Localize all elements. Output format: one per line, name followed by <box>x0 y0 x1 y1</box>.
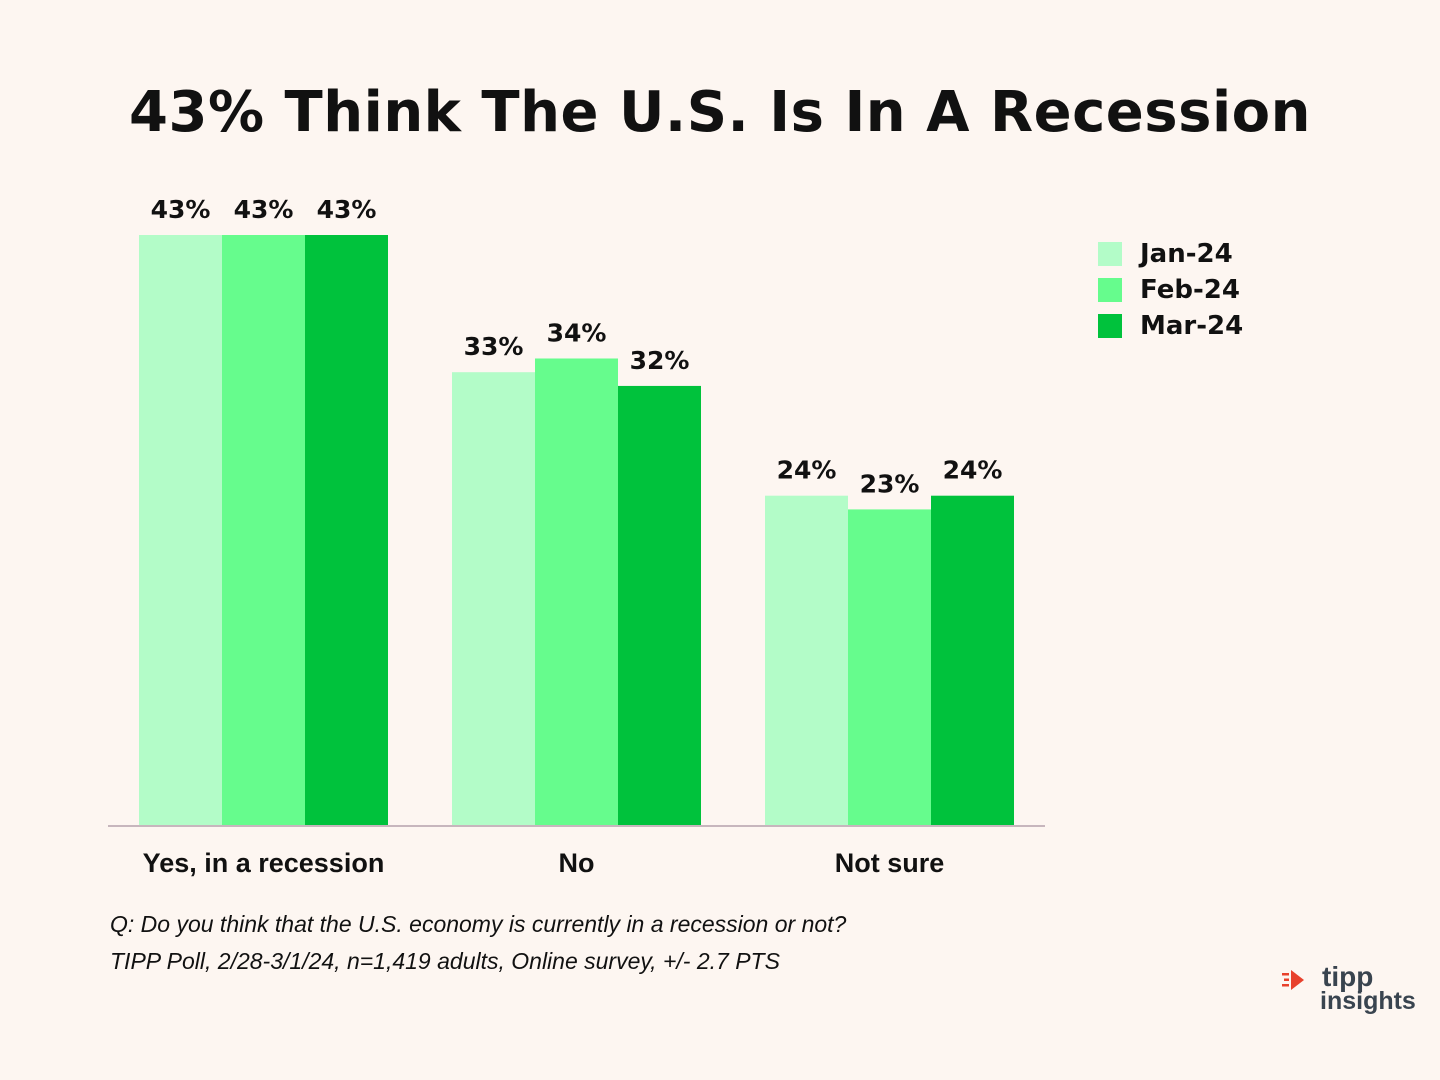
data-label-mar-2: 24% <box>943 456 1003 485</box>
bar-mar-2 <box>931 495 1014 825</box>
bar-feb-0 <box>222 235 305 825</box>
logo-text-tipp: tipp <box>1322 961 1374 992</box>
bar-mar-1 <box>618 385 701 825</box>
legend-item-jan: Jan-24 <box>1098 236 1243 272</box>
legend-swatch-mar <box>1098 314 1122 338</box>
legend-swatch-feb <box>1098 278 1122 302</box>
legend-label-mar: Mar-24 <box>1140 311 1244 341</box>
data-label-jan-0: 43% <box>151 195 211 224</box>
bar-jan-0 <box>139 235 222 825</box>
logo-text-insights: insights <box>1320 987 1416 1015</box>
data-label-mar-1: 32% <box>630 346 690 375</box>
legend-label-feb: Feb-24 <box>1140 275 1240 305</box>
data-label-feb-2: 23% <box>860 469 920 498</box>
data-label-jan-1: 33% <box>464 332 524 361</box>
data-label-mar-0: 43% <box>317 195 377 224</box>
legend-swatch-jan <box>1098 242 1122 266</box>
bar-mar-0 <box>305 235 388 825</box>
legend-item-feb: Feb-24 <box>1098 272 1243 308</box>
data-label-feb-1: 34% <box>547 318 607 347</box>
bar-feb-1 <box>535 358 618 825</box>
logo-arrow-icon <box>1282 970 1304 990</box>
data-label-feb-0: 43% <box>234 195 294 224</box>
footnote-source: TIPP Poll, 2/28-3/1/24, n=1,419 adults, … <box>110 948 780 974</box>
chart-title: 43% Think The U.S. Is In A Recession <box>129 80 1311 145</box>
footnote: Q: Do you think that the U.S. economy is… <box>110 906 846 980</box>
bar-feb-2 <box>848 509 931 825</box>
bar-chart: 43% 43% 43% Yes, in a recession 33% 34% 32% No 2… <box>108 195 1045 878</box>
legend-item-mar: Mar-24 <box>1098 308 1243 344</box>
tipp-insights-logo: tipp insights <box>1282 962 1422 1018</box>
legend-label-jan: Jan-24 <box>1140 239 1233 269</box>
footnote-question: Q: Do you think that the U.S. economy is… <box>110 911 847 937</box>
legend: Jan-24 Feb-24 Mar-24 <box>1098 236 1243 344</box>
bar-jan-2 <box>765 495 848 825</box>
category-label-1: No <box>559 848 595 878</box>
data-label-jan-2: 24% <box>777 456 837 485</box>
bar-jan-1 <box>452 372 535 825</box>
category-label-0: Yes, in a recession <box>143 848 385 878</box>
category-label-2: Not sure <box>835 848 945 878</box>
